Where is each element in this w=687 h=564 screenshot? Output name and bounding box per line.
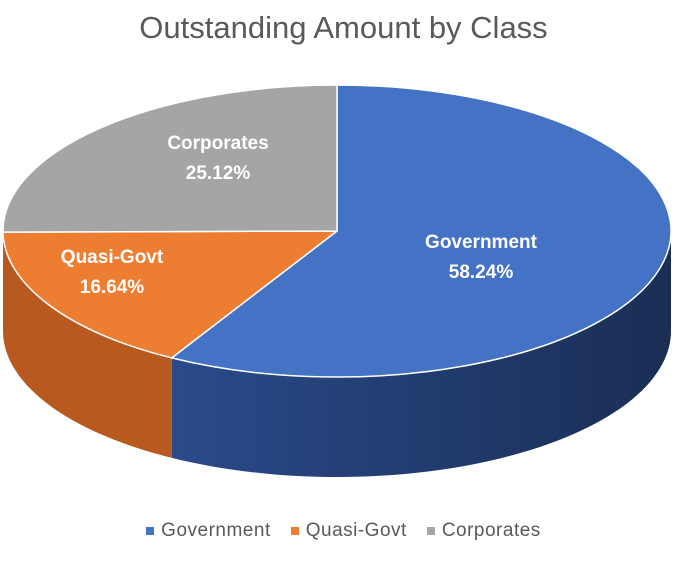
slice-label-quasi-govt-name: Quasi-Govt (60, 247, 164, 268)
pie-side-quasi-govt (3, 232, 172, 458)
pie-side-government (171, 231, 671, 478)
pie-slice-corporates (2, 84, 338, 233)
legend-label-quasi-govt: Quasi-Govt (305, 520, 407, 541)
slice-label-corporates-value: 25.12% (185, 163, 251, 184)
legend-item-corporates: Corporates (426, 520, 541, 542)
slice-label-government: Government 58.24% (425, 228, 537, 288)
legend-swatch-corporates (426, 527, 435, 535)
slice-label-corporates-name: Corporates (167, 133, 269, 154)
legend: Government Quasi-Govt Corporates (0, 520, 687, 542)
pie-slice-quasi-govt (2, 230, 338, 359)
legend-item-government: Government (146, 520, 271, 542)
legend-label-corporates: Corporates (441, 520, 541, 541)
pie-slice-government (170, 84, 672, 378)
legend-item-quasi-govt: Quasi-Govt (290, 520, 407, 542)
slice-label-quasi-govt: Quasi-Govt 16.64% (61, 243, 163, 303)
slice-label-government-name: Government (425, 232, 537, 253)
chart-title: Outstanding Amount by Class (139, 10, 548, 45)
slice-label-government-value: 58.24% (448, 262, 514, 283)
legend-swatch-quasi-govt (290, 527, 299, 535)
legend-swatch-government (146, 527, 155, 535)
slice-label-quasi-govt-value: 16.64% (79, 277, 145, 298)
pie-chart (2, 84, 672, 478)
slice-label-corporates: Corporates 25.12% (167, 129, 268, 189)
legend-label-government: Government (161, 520, 271, 541)
